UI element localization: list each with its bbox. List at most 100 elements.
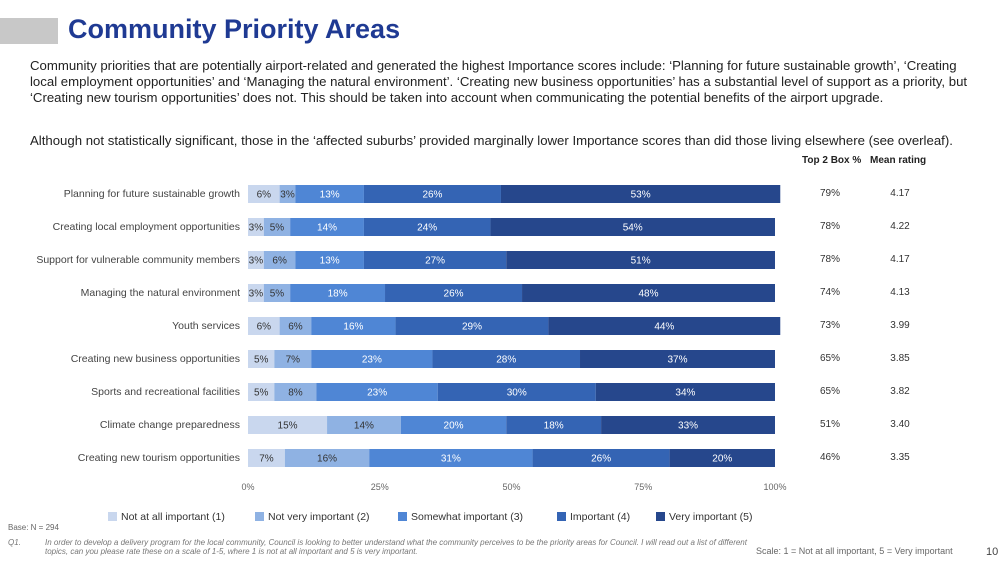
bar-segment (580, 350, 775, 368)
bar-segment (395, 317, 549, 335)
bar-segment (311, 317, 396, 335)
data-label: 29% (462, 322, 482, 333)
data-label: 27% (425, 256, 445, 267)
bar-segment (290, 218, 364, 236)
bar-segment (595, 383, 775, 401)
data-label: 15% (278, 421, 298, 432)
category-label: Creating new business opportunities (70, 353, 240, 365)
legend-swatch (557, 512, 566, 521)
data-label: 16% (317, 454, 337, 465)
data-label: 26% (591, 454, 611, 465)
data-label: 13% (320, 190, 340, 201)
question-label: Q1. (8, 538, 21, 547)
bar-segment (432, 350, 581, 368)
x-tick-label: 0% (241, 482, 254, 492)
bar-segment (295, 185, 364, 203)
data-label: 33% (678, 421, 698, 432)
data-label: 20% (712, 454, 732, 465)
bar-segment (248, 251, 264, 269)
mean-rating-value: 4.17 (890, 188, 910, 199)
data-label: 5% (270, 223, 285, 234)
data-label: 24% (417, 223, 437, 234)
category-label: Creating new tourism opportunities (77, 452, 240, 464)
legend-swatch (255, 512, 264, 521)
note-paragraph: Although not statistically significant, … (30, 133, 953, 148)
data-label: 28% (496, 355, 516, 366)
data-label: 7% (286, 355, 301, 366)
bar-segment (263, 218, 291, 236)
data-label: 3% (280, 190, 295, 201)
top2-box-value: 74% (819, 287, 840, 298)
legend-item: Important (4) (557, 511, 630, 523)
data-label: 16% (343, 322, 363, 333)
bar-segment (363, 185, 501, 203)
data-label: 54% (623, 223, 643, 234)
legend-item: Not very important (2) (255, 511, 370, 523)
data-label: 26% (422, 190, 442, 201)
bar-segment (400, 416, 507, 434)
data-label: 14% (317, 223, 337, 234)
data-label: 34% (675, 388, 695, 399)
top2-box-value: 65% (819, 386, 840, 397)
data-label: 31% (441, 454, 461, 465)
bar-segment (263, 284, 291, 302)
category-label: Sports and recreational facilities (91, 386, 240, 398)
data-label: 14% (354, 421, 374, 432)
mean-rating-value: 4.13 (890, 287, 910, 298)
top2-box-value: 51% (819, 419, 840, 430)
data-label: 23% (362, 355, 382, 366)
data-label: 23% (367, 388, 387, 399)
x-tick-label: 25% (371, 482, 389, 492)
mean-rating-value: 3.82 (890, 386, 910, 397)
bar-segment (369, 449, 533, 467)
data-label: 48% (639, 289, 659, 300)
mean-rating-value: 4.22 (890, 221, 910, 232)
x-tick-label: 100% (763, 482, 786, 492)
bar-segment (274, 350, 312, 368)
title-accent-bar (0, 18, 58, 44)
legend-item: Very important (5) (656, 511, 752, 523)
data-label: 3% (249, 289, 264, 300)
data-label: 8% (288, 388, 303, 399)
bar-segment (279, 185, 296, 203)
data-label: 37% (667, 355, 687, 366)
bar-segment (532, 449, 670, 467)
data-label: 13% (320, 256, 340, 267)
data-label: 5% (254, 355, 269, 366)
legend-swatch (108, 512, 117, 521)
data-label: 44% (654, 322, 674, 333)
legend-item: Somewhat important (3) (398, 511, 523, 523)
bar-segment (363, 251, 507, 269)
x-tick-label: 50% (502, 482, 520, 492)
data-label: 20% (444, 421, 464, 432)
bar-segment (490, 218, 775, 236)
bar-segment (522, 284, 775, 302)
data-label: 18% (544, 421, 564, 432)
mean-rating-value: 3.85 (890, 353, 910, 364)
bar-segment (506, 251, 775, 269)
legend-label: Not at all important (1) (121, 511, 225, 523)
mean-rating-value: 4.17 (890, 254, 910, 265)
legend-swatch (398, 512, 407, 521)
page-title: Community Priority Areas (68, 14, 401, 44)
legend-label: Not very important (2) (268, 511, 370, 523)
bar-segment (506, 416, 602, 434)
bar-segment (248, 185, 280, 203)
bar-segment (363, 218, 491, 236)
data-label: 6% (257, 322, 272, 333)
question-text: In order to develop a delivery program f… (45, 538, 747, 556)
bar-segment (263, 251, 296, 269)
data-label: 5% (270, 289, 285, 300)
scale-note: Scale: 1 = Not at all important, 5 = Ver… (756, 546, 953, 556)
data-label: 6% (257, 190, 272, 201)
bar-segment (548, 317, 781, 335)
bar-segment (316, 383, 438, 401)
bar-segment (248, 383, 275, 401)
legend-swatch (656, 512, 665, 521)
top2-box-value: 65% (819, 353, 840, 364)
category-label: Managing the natural environment (80, 287, 240, 299)
mean-rating-value: 3.35 (890, 452, 910, 463)
top2-box-value: 73% (819, 320, 840, 331)
bar-segment (248, 284, 264, 302)
